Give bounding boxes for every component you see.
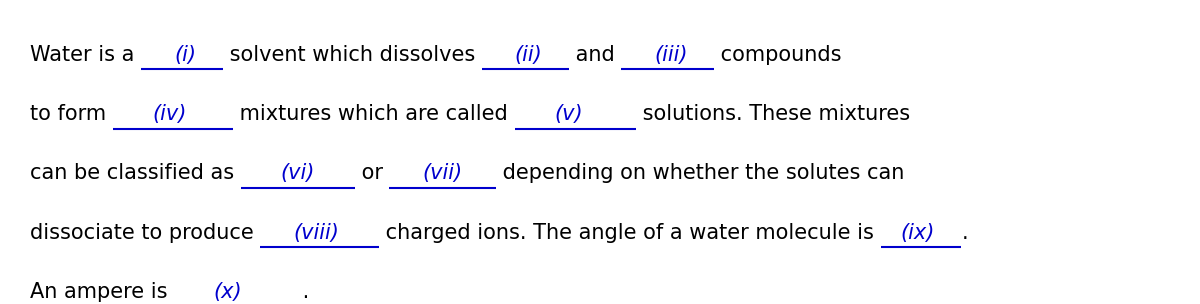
Text: .: .	[961, 223, 968, 243]
Text: (ix): (ix)	[900, 223, 935, 243]
Text: (viii): (viii)	[294, 223, 340, 243]
Text: .: .	[295, 282, 308, 302]
Text: and: and	[569, 45, 622, 65]
Text: charged ions. The angle of a water molecule is: charged ions. The angle of a water molec…	[379, 223, 881, 243]
Text: An ampere is: An ampere is	[30, 282, 174, 302]
Text: (vii): (vii)	[422, 163, 462, 183]
Text: (v): (v)	[554, 104, 583, 124]
Text: can be classified as: can be classified as	[30, 163, 241, 183]
Text: (iii): (iii)	[654, 45, 688, 65]
Text: (vi): (vi)	[281, 163, 314, 183]
Text: Water is a: Water is a	[30, 45, 142, 65]
Text: solutions. These mixtures: solutions. These mixtures	[636, 104, 910, 124]
Text: (iv): (iv)	[152, 104, 187, 124]
Text: dissociate to produce: dissociate to produce	[30, 223, 260, 243]
Text: (ii): (ii)	[515, 45, 542, 65]
Text: to form: to form	[30, 104, 113, 124]
Text: (i): (i)	[174, 45, 196, 65]
Text: compounds: compounds	[714, 45, 842, 65]
Text: solvent which dissolves: solvent which dissolves	[223, 45, 481, 65]
Text: depending on whether the solutes can: depending on whether the solutes can	[496, 163, 904, 183]
Text: mixtures which are called: mixtures which are called	[233, 104, 515, 124]
Text: or: or	[355, 163, 389, 183]
Text: (x): (x)	[214, 282, 242, 302]
